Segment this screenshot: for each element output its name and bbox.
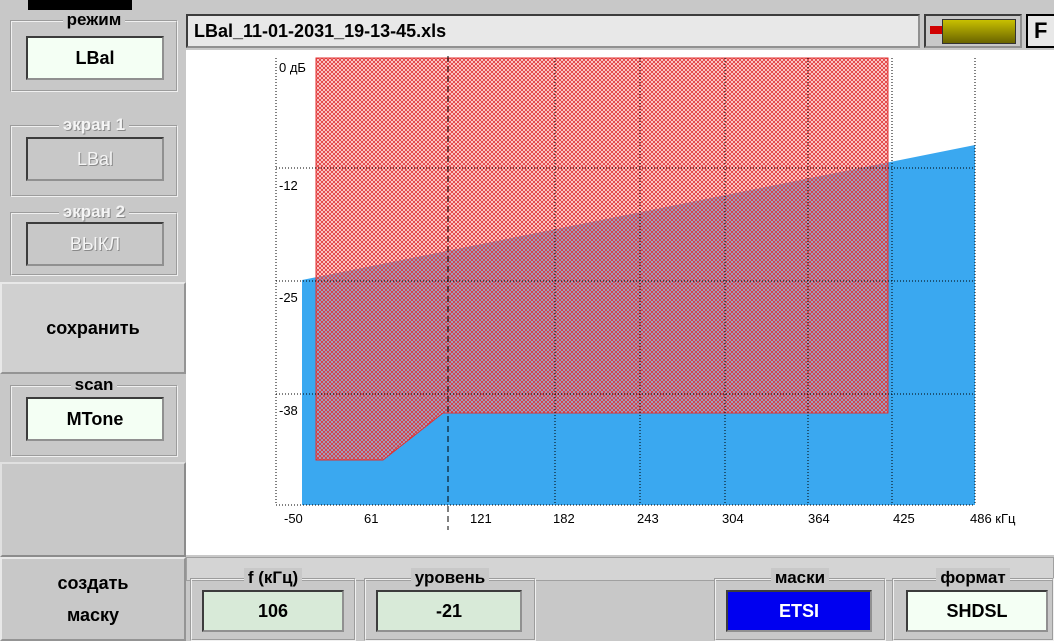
indicator-red [930, 26, 942, 34]
screen2-group: экран 2 ВЫКЛ [10, 202, 178, 276]
format-label-text: формат [936, 568, 1010, 587]
y-label: -25 [279, 290, 298, 305]
freq-label: f (кГц) [192, 568, 354, 588]
indicator-yellow [942, 19, 1016, 44]
y-labels: 0 дБ -12 -25 -38 [279, 60, 306, 418]
scan-group: scan MTone [10, 375, 178, 457]
format-value[interactable]: SHDSL [906, 590, 1048, 632]
freq-value[interactable]: 106 [202, 590, 344, 632]
scan-label: scan [12, 375, 176, 395]
masks-group: маски ETSI [714, 568, 886, 641]
x-label: 486 кГц [970, 511, 1016, 526]
create-mask-line1: создать [57, 573, 129, 593]
level-group: уровень -21 [364, 568, 536, 641]
y-label: 0 дБ [279, 60, 306, 75]
x-label: 243 [637, 511, 659, 526]
scan-value[interactable]: MTone [26, 397, 164, 441]
x-label: -50 [284, 511, 303, 526]
level-label-text: уровень [410, 568, 490, 587]
save-button[interactable]: сохранить [0, 282, 186, 374]
level-value[interactable]: -21 [376, 590, 522, 632]
screen1-label: экран 1 [12, 115, 176, 135]
freq-label-text: f (кГц) [243, 568, 303, 587]
grid [275, 58, 976, 506]
scan-label-text: scan [70, 375, 118, 394]
top-tab [28, 0, 132, 10]
screen1-value: LBal [26, 137, 164, 181]
mode-label: режим [12, 10, 176, 30]
x-label: 61 [364, 511, 378, 526]
x-label: 425 [893, 511, 915, 526]
masks-label-text: маски [770, 568, 830, 587]
filename-bar: LBal_11-01-2031_19-13-45.xls [186, 14, 920, 48]
screen2-label-text: экран 2 [58, 202, 130, 221]
x-label: 121 [470, 511, 492, 526]
status-strip [186, 557, 1054, 581]
level-label: уровень [366, 568, 534, 588]
screen2-label: экран 2 [12, 202, 176, 222]
y-label: -38 [279, 403, 298, 418]
mode-value[interactable]: LBal [26, 36, 164, 80]
create-mask-button[interactable]: создать маску [0, 557, 186, 641]
screen2-value: ВЫКЛ [26, 222, 164, 266]
format-label: формат [894, 568, 1052, 588]
x-labels: -50 61 121 182 243 304 364 425 486 кГц [284, 511, 1016, 526]
screen1-label-text: экран 1 [58, 115, 130, 134]
level-indicator [924, 14, 1022, 48]
masks-label: маски [716, 568, 884, 588]
format-group: формат SHDSL [892, 568, 1054, 641]
mask-area [315, 57, 889, 461]
sidebar-empty [0, 462, 186, 557]
x-label: 364 [808, 511, 830, 526]
masks-value[interactable]: ETSI [726, 590, 872, 632]
x-label: 182 [553, 511, 575, 526]
screen1-group: экран 1 LBal [10, 115, 178, 197]
plot: 0 дБ -12 -25 -38 -50 61 121 182 243 304 364 425 486… [186, 50, 1054, 555]
mode-label-text: режим [62, 10, 126, 29]
mode-group: режим LBal [10, 10, 178, 92]
x-label: 304 [722, 511, 744, 526]
create-mask-line2: маску [66, 605, 120, 625]
freq-group: f (кГц) 106 [190, 568, 356, 641]
f-button[interactable]: F [1026, 14, 1054, 48]
y-label: -12 [279, 178, 298, 193]
